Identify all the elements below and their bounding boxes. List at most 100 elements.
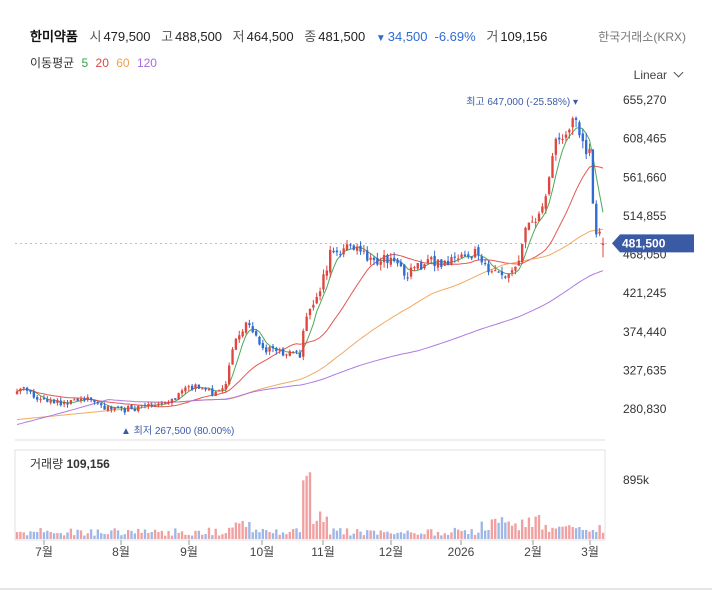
volume-bar [130, 530, 133, 539]
volume-bar [393, 534, 396, 539]
volume-bar [96, 529, 100, 539]
volume-bar [318, 511, 322, 539]
volume-bar [234, 522, 238, 539]
candle-body [271, 346, 275, 349]
candle-body [318, 291, 322, 297]
volume-bar [477, 532, 480, 539]
candle-body [483, 263, 487, 265]
y-tick-label: 655,270 [623, 93, 667, 107]
volume-bar [379, 530, 382, 539]
volume-bar [574, 528, 578, 539]
low-marker: ▲ 최저 267,500 (80.00%) [121, 425, 234, 437]
candle-body [342, 248, 345, 255]
high-value: 488,500 [175, 29, 223, 44]
ma-5[interactable]: 5 [81, 56, 89, 70]
candle-body [231, 349, 234, 365]
volume-bar [19, 531, 22, 539]
volume-bar [329, 534, 332, 539]
candle-body [406, 277, 409, 279]
volume-label: 거 [486, 29, 499, 44]
x-tick-label: 8월 [112, 545, 130, 559]
volume-bar [197, 530, 201, 539]
volume-bar [258, 532, 261, 539]
volume-bar [595, 531, 598, 539]
open-label: 시 [89, 29, 102, 44]
candle-body [234, 338, 238, 350]
volume-bar [564, 526, 568, 539]
volume-bar [100, 533, 103, 539]
volume-bar [423, 534, 426, 539]
ma-60[interactable]: 60 [116, 56, 130, 70]
candle-body [372, 257, 376, 260]
volume-bar [113, 528, 116, 539]
volume-bar [275, 529, 278, 539]
candle-body [76, 398, 79, 401]
moving-average-legend[interactable]: 이동평균 5 20 60 120 [30, 54, 157, 71]
candle-body [460, 254, 463, 258]
volume-bar [150, 532, 153, 539]
x-tick-label: 11월 [311, 545, 335, 559]
volume-bar [601, 532, 605, 539]
candle-body [457, 258, 460, 260]
candle-body [248, 323, 251, 326]
x-tick-label: 2월 [524, 545, 542, 559]
candle-body [359, 245, 362, 252]
volume-bar [126, 529, 130, 539]
volume-bar [443, 533, 446, 539]
candle-body [322, 274, 325, 290]
volume-bar [268, 532, 271, 539]
volume-bar [325, 516, 329, 539]
volume-bar [322, 521, 325, 539]
volume-bar [288, 532, 291, 539]
volume-bar [46, 530, 49, 539]
volume-bar [510, 525, 514, 539]
volume-bar [25, 535, 29, 539]
candle-body [561, 139, 564, 141]
candle-body [325, 270, 329, 276]
volume-bar [123, 534, 126, 539]
ma-20[interactable]: 20 [95, 56, 109, 70]
candle-body [62, 401, 66, 405]
volume-bar [345, 528, 349, 539]
candle-body [302, 330, 305, 357]
volume-bar [211, 535, 214, 539]
volume-bar [32, 531, 36, 539]
candle-body [426, 259, 430, 263]
scale-mode-dropdown[interactable]: Linear [634, 67, 684, 82]
close-label: 종 [304, 29, 317, 44]
volume-bar [73, 535, 76, 539]
candle-body [29, 390, 32, 392]
volume-bar [103, 533, 106, 539]
volume-bar [399, 532, 403, 539]
volume-bar [227, 527, 231, 539]
candle-body [430, 257, 433, 260]
candle-body [49, 400, 52, 403]
candle-body [113, 407, 116, 410]
high-marker: 최고 647,000 (-25.58%) ▾ [466, 96, 578, 108]
current-price-tag [612, 234, 694, 253]
volume-bar [66, 532, 69, 539]
candle-body [147, 404, 150, 407]
candle-body [308, 308, 312, 316]
ma-120[interactable]: 120 [136, 56, 157, 70]
volume-bar [137, 528, 140, 539]
candle-body [258, 336, 261, 345]
volume-bar [42, 532, 46, 539]
volume-bar [531, 526, 534, 539]
candle-body [399, 262, 403, 267]
y-tick-label: 327,635 [623, 363, 667, 377]
volume-bar [79, 530, 83, 539]
volume-bar [406, 530, 409, 539]
volume-bar [190, 535, 194, 539]
volume-bar [581, 529, 584, 539]
volume-bar [578, 527, 581, 539]
volume-bar [500, 517, 504, 539]
volume-bar [349, 535, 352, 539]
candle-body [268, 347, 271, 352]
volume-bar [352, 533, 355, 539]
volume-bar [558, 526, 561, 539]
volume-bar [457, 529, 460, 539]
candle-body [564, 134, 568, 138]
volume-bar [463, 530, 467, 539]
